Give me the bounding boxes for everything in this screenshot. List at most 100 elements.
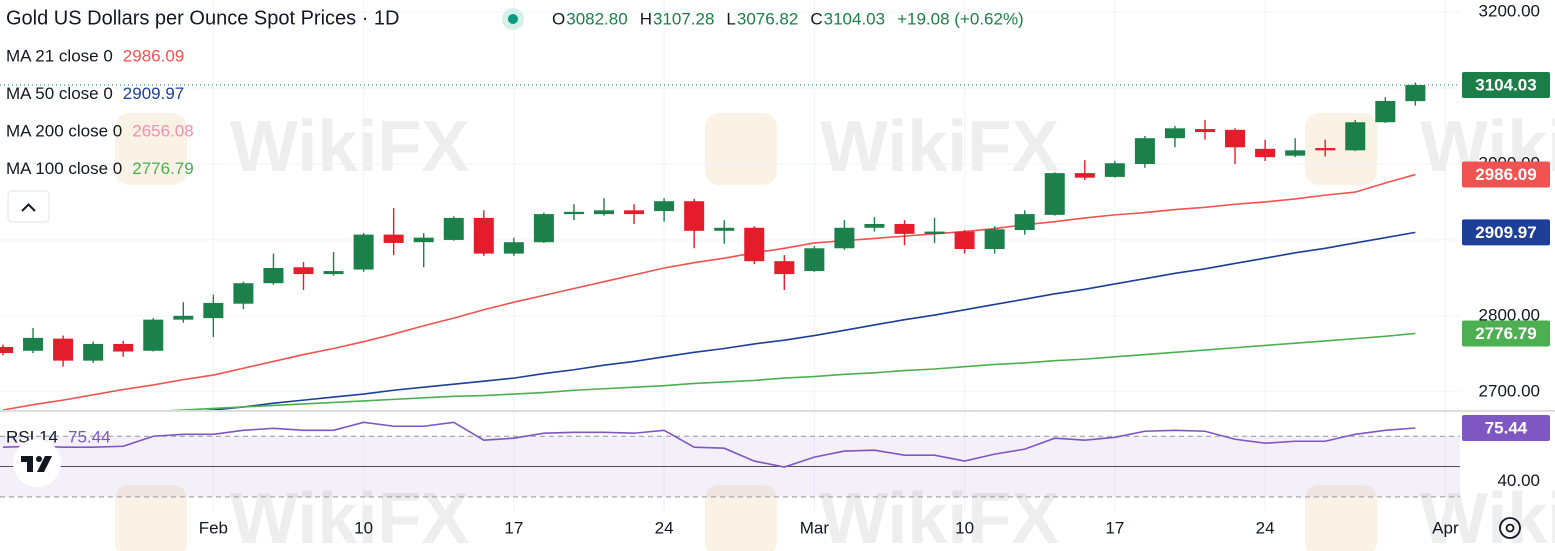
candle-body xyxy=(203,302,224,319)
watermark-logo xyxy=(705,485,777,551)
legend-name: MA 21 close 0 xyxy=(6,46,113,65)
candle-body xyxy=(533,214,554,243)
ohlc-value: 3104.03 xyxy=(824,9,885,28)
legend-value: 2656.08 xyxy=(132,121,193,140)
candle-body xyxy=(473,217,494,254)
x-tick-label: 17 xyxy=(1105,518,1124,537)
x-tick-label: 10 xyxy=(354,518,373,537)
watermark-logo xyxy=(115,113,187,185)
legend-value: 2776.79 xyxy=(132,159,193,178)
candle-body xyxy=(894,223,915,234)
collapse-button[interactable] xyxy=(7,190,50,223)
candle-body xyxy=(443,217,464,240)
candle-body xyxy=(924,231,945,234)
candle-body xyxy=(143,319,164,351)
legend-value: 2909.97 xyxy=(123,84,184,103)
chevron-icon[interactable] xyxy=(21,203,36,212)
x-tick-label: Mar xyxy=(800,518,830,537)
legend-name: MA 200 close 0 xyxy=(6,121,122,140)
candle-body xyxy=(1014,214,1035,231)
settings-ring[interactable] xyxy=(1499,517,1521,539)
watermark-logo xyxy=(115,485,187,551)
candle-body xyxy=(1405,85,1426,102)
y-tick-label: 2700.00 xyxy=(1479,381,1540,400)
candle-body xyxy=(293,267,314,275)
candle-body xyxy=(1225,129,1246,148)
price-tag-label: 75.44 xyxy=(1485,418,1528,437)
price-tag xyxy=(1462,72,1550,99)
candle-body xyxy=(503,242,524,254)
settings-button[interactable] xyxy=(1499,517,1521,539)
ma-line xyxy=(167,332,1416,410)
candle-body xyxy=(1285,150,1306,156)
legend-name: MA 50 close 0 xyxy=(6,84,113,103)
candle-body xyxy=(0,346,13,354)
ohlc-letter: C xyxy=(810,9,822,28)
candle-body xyxy=(804,248,825,272)
candle-body xyxy=(1315,148,1336,151)
price-tag-label: 2776.79 xyxy=(1475,324,1536,343)
candle-body xyxy=(1044,173,1065,215)
price-tag-label: 2986.09 xyxy=(1475,165,1536,184)
price-tag-label: 3104.03 xyxy=(1475,75,1536,94)
candle-body xyxy=(563,211,584,215)
status-dot xyxy=(508,14,518,24)
y-tick-label: 3200.00 xyxy=(1479,2,1540,21)
candle-body xyxy=(834,227,855,249)
candle-body xyxy=(744,227,765,262)
candle-body xyxy=(323,271,344,275)
price-tag xyxy=(1462,161,1550,188)
candle-body xyxy=(233,283,254,304)
watermark: WikiFX xyxy=(230,479,469,551)
ohlc-value: 3076.82 xyxy=(737,9,798,28)
candle-body xyxy=(864,223,885,228)
ma-line xyxy=(2,173,1416,410)
candle-body xyxy=(624,210,645,215)
ohlc-letter: O xyxy=(552,9,565,28)
ohlc-value: 3082.80 xyxy=(566,9,627,28)
logo-dot xyxy=(36,456,42,462)
rsi-line xyxy=(2,421,1416,468)
candle-body xyxy=(774,261,795,275)
price-pane xyxy=(0,82,1460,410)
candle-body xyxy=(1375,100,1396,123)
legend-name: MA 100 close 0 xyxy=(6,159,122,178)
price-change: +19.08 (+0.62%) xyxy=(897,9,1024,28)
logo-mark xyxy=(21,456,33,472)
chart-title: Gold US Dollars per Ounce Spot Prices · … xyxy=(6,7,400,29)
candle-body xyxy=(1134,138,1155,164)
watermark: WikiFX xyxy=(1420,479,1555,551)
ohlc-letter: L xyxy=(726,9,735,28)
candle-body xyxy=(53,338,74,361)
price-tag xyxy=(1462,320,1550,347)
logo-slash xyxy=(37,456,52,472)
candle-body xyxy=(353,234,374,270)
settings-core[interactable] xyxy=(1505,523,1515,533)
x-tick-label: 24 xyxy=(655,518,674,537)
candle-body xyxy=(594,210,614,215)
logo-circle xyxy=(13,439,61,487)
watermark: WikiFX xyxy=(230,107,469,187)
rsi-value: 75.44 xyxy=(68,427,111,446)
price-tag-label: 2909.97 xyxy=(1475,223,1536,242)
candle-body xyxy=(383,234,404,243)
x-tick-label: Feb xyxy=(199,518,228,537)
price-tag xyxy=(1462,415,1550,441)
candle-body xyxy=(173,315,194,320)
candle-body xyxy=(684,201,705,231)
candle-body xyxy=(1345,122,1366,151)
candle-body xyxy=(1104,163,1125,177)
candle-body xyxy=(714,227,735,231)
watermark-logo xyxy=(1305,485,1377,551)
candle-body xyxy=(954,231,975,250)
candle-body xyxy=(83,343,104,361)
tv-logo xyxy=(13,439,61,487)
candle-body xyxy=(1195,129,1215,133)
watermark: WikiFX xyxy=(820,479,1059,551)
ohlc-letter: H xyxy=(640,9,652,28)
button-frame[interactable] xyxy=(7,190,50,223)
candle-body xyxy=(1255,148,1276,158)
